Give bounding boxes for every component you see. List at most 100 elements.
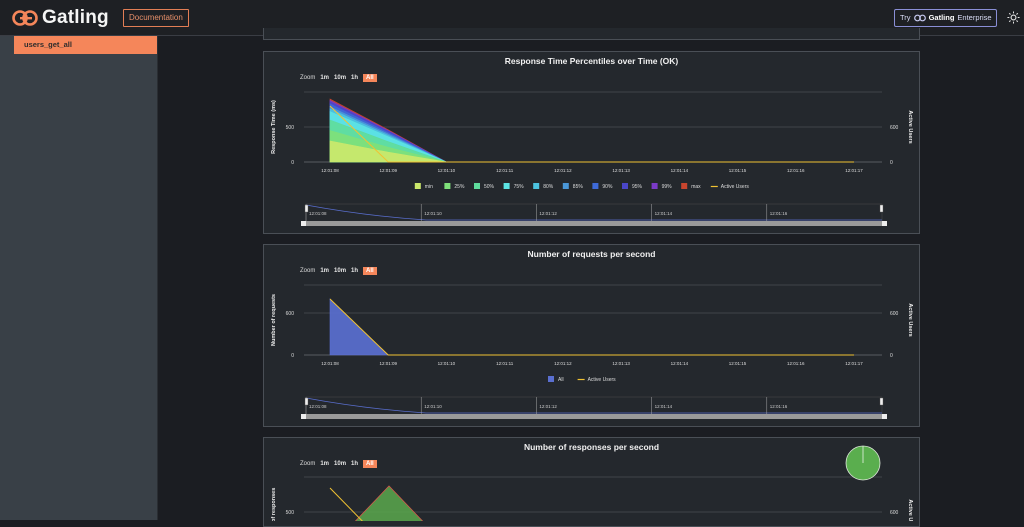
x-tick-label: 12:01:10 <box>438 168 456 173</box>
legend-swatch <box>414 183 421 189</box>
enterprise-brand: Gatling <box>928 13 955 22</box>
zoom-controls: Zoom 1m 10m 1h All <box>300 267 377 275</box>
chart-panel-responses-per-second: Number of responses per second Zoom 1m 1… <box>263 437 920 527</box>
navigator-scroll-right <box>882 414 887 419</box>
navigator-tick-label: 12:01:14 <box>655 211 673 216</box>
navigator-series <box>305 204 882 221</box>
zoom-all-button[interactable]: All <box>363 267 377 275</box>
x-tick-label: 12:01:13 <box>612 168 630 173</box>
sun-icon[interactable] <box>1007 11 1020 24</box>
y-tick-label: 500 <box>286 125 295 131</box>
legend-swatch <box>474 183 480 189</box>
legend-swatch <box>533 183 540 189</box>
series-area-ok <box>354 485 424 521</box>
zoom-1m-button[interactable]: 1m <box>320 75 330 81</box>
gatling-logo[interactable]: Gatling <box>12 7 109 29</box>
x-tick-label: 12:01:15 <box>729 168 747 173</box>
zoom-1m-button[interactable]: 1m <box>320 461 330 467</box>
x-tick-label: 12:01:08 <box>321 361 339 366</box>
legend-label: 95% <box>632 184 643 190</box>
zoom-1h-button[interactable]: 1h <box>351 461 359 467</box>
navigator-scroll-right <box>882 221 887 226</box>
x-tick-label: 12:01:17 <box>845 168 863 173</box>
y-tick-label: 600 <box>286 311 295 317</box>
response-time-chart: 500 600 0 0 Response Time (ms) Active Users 12… <box>271 91 913 226</box>
navigator-tick-label: 12:01:16 <box>770 404 788 409</box>
legend-swatch <box>444 183 451 189</box>
y-tick-label: 0 <box>291 353 294 359</box>
navigator-scroll-left <box>301 221 306 226</box>
requests-chart: 600 600 0 0 Number of requests Active Users 12… <box>271 284 913 419</box>
legend-label: 90% <box>602 184 613 190</box>
legend-label: max <box>691 184 701 190</box>
zoom-1h-button[interactable]: 1h <box>351 268 359 274</box>
zoom-label: Zoom <box>300 461 316 467</box>
navigator-handle-right <box>879 204 884 213</box>
zoom-10m-button[interactable]: 10m <box>334 75 347 81</box>
enterprise-try-label: Try <box>900 13 911 22</box>
active-users-line <box>329 487 363 521</box>
x-tick-label: 12:01:12 <box>554 168 572 173</box>
gatling-logo-icon <box>12 10 38 26</box>
x-tick-label: 12:01:11 <box>496 361 514 366</box>
chart-title: Response Time Percentiles over Time (OK) <box>504 56 679 66</box>
active-users-line <box>329 298 854 356</box>
x-tick-label: 12:01:17 <box>845 361 863 366</box>
sidebar-item-users-get-all[interactable]: users_get_all <box>14 36 157 54</box>
x-tick-label: 12:01:09 <box>379 168 397 173</box>
zoom-10m-button[interactable]: 10m <box>334 461 347 467</box>
x-tick-label: 12:01:16 <box>787 361 805 366</box>
zoom-controls: Zoom 1m 10m 1h All <box>300 460 377 468</box>
legend-label: min <box>425 184 433 190</box>
navigator-handle-left <box>304 204 309 213</box>
chart-title: Number of requests per second <box>527 249 656 259</box>
series-area-All <box>329 298 854 356</box>
zoom-all-button[interactable]: All <box>363 74 377 82</box>
y2-tick-label: 600 <box>890 311 899 317</box>
navigator-tick-label: 12:01:16 <box>770 211 788 216</box>
x-tick-label: 12:01:14 <box>671 168 689 173</box>
navigator-tick-label: 12:01:08 <box>309 211 327 216</box>
enterprise-label: Enterprise <box>957 13 992 22</box>
legend-swatch <box>681 183 688 189</box>
legend-label: Active Users <box>721 184 750 190</box>
chart-title: Number of responses per second <box>523 442 660 452</box>
legend-swatch <box>503 183 510 189</box>
chart-panel-requests-per-second: Number of requests per second Zoom 1m 10… <box>263 244 920 427</box>
y2-tick-label: 0 <box>890 353 893 359</box>
y2-axis-label: Active Users <box>907 499 913 521</box>
logo-text: Gatling <box>42 7 109 28</box>
navigator-handle-left <box>304 397 309 406</box>
zoom-1m-button[interactable]: 1m <box>320 268 330 274</box>
navigator-tick-label: 12:01:08 <box>309 404 327 409</box>
x-tick-label: 12:01:16 <box>787 168 805 173</box>
x-tick-label: 12:01:09 <box>379 361 397 366</box>
active-users-line <box>329 105 854 163</box>
y-axis-label: Number of responses <box>271 488 277 521</box>
legend-label: 99% <box>662 184 673 190</box>
try-enterprise-button[interactable]: Try Gatling Enterprise <box>894 9 997 27</box>
navigator-tick-label: 12:01:12 <box>539 211 557 216</box>
zoom-1h-button[interactable]: 1h <box>351 75 359 81</box>
zoom-label: Zoom <box>300 75 316 81</box>
legend-swatch <box>592 183 599 189</box>
navigator-series <box>305 397 882 414</box>
legend-swatch <box>548 376 554 382</box>
zoom-all-button[interactable]: All <box>363 460 377 468</box>
x-tick-label: 12:01:11 <box>496 168 514 173</box>
legend-label: 25% <box>454 184 465 190</box>
navigator-scrollbar <box>306 221 882 226</box>
enterprise-logo-icon <box>913 14 926 22</box>
previous-panel-bottom <box>263 28 920 40</box>
y2-axis-label: Active Users <box>907 110 913 143</box>
legend-label: All <box>558 377 564 383</box>
zoom-10m-button[interactable]: 10m <box>334 268 347 274</box>
y2-tick-label: 0 <box>890 160 893 166</box>
responses-chart: 500 600 Number of responses Active Users <box>271 445 913 521</box>
navigator-scrollbar <box>306 414 882 419</box>
zoom-label: Zoom <box>300 268 316 274</box>
legend-swatch <box>562 183 569 189</box>
y2-tick-label: 600 <box>890 125 899 131</box>
legend-swatch <box>622 183 628 189</box>
documentation-button[interactable]: Documentation <box>123 9 189 27</box>
